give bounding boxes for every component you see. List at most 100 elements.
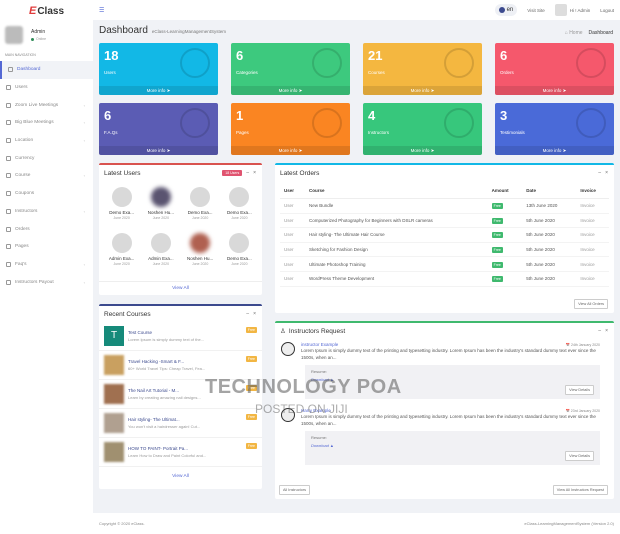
user-tile[interactable]: Noshen Hu... June 2020 bbox=[181, 231, 220, 277]
sidebar-item-instructors[interactable]: Instructors ‹ bbox=[0, 203, 93, 221]
order-user[interactable]: User bbox=[280, 227, 305, 243]
stat-value: 6 bbox=[236, 48, 244, 63]
course-item[interactable]: T Test Course Lorem Ipsum is simply dummy … bbox=[99, 322, 262, 351]
order-date: 5th June 2020 bbox=[522, 213, 577, 229]
more-info-link[interactable]: More info ➤ bbox=[363, 86, 482, 95]
sidebar-item-faq-s[interactable]: Faq's ‹ bbox=[0, 256, 93, 274]
course-title[interactable]: HOW TO PAINT- Portrait Pa... bbox=[128, 446, 189, 451]
invoice-link[interactable]: Invoice bbox=[576, 198, 609, 214]
menu-toggle-icon[interactable]: ☰ bbox=[99, 7, 105, 14]
stat-card-categories: 6 Categories More info ➤ bbox=[231, 43, 350, 95]
logo[interactable]: E Class bbox=[0, 0, 93, 22]
more-info-label: More info bbox=[278, 148, 298, 153]
instructor-name[interactable]: Harry Example bbox=[301, 408, 331, 413]
dashboard-icon bbox=[8, 67, 13, 73]
price-badge: Free bbox=[245, 327, 257, 333]
course-item[interactable]: HOW TO PAINT- Portrait Pa... Learn How to… bbox=[99, 438, 262, 467]
view-all-orders-button[interactable]: View All Orders bbox=[574, 299, 608, 309]
sidebar-item-coupons[interactable]: Coupons bbox=[0, 185, 93, 203]
sidebar-item-orders[interactable]: Orders bbox=[0, 220, 93, 238]
invoice-link[interactable]: Invoice bbox=[576, 242, 609, 258]
user-tile[interactable]: Noshen Hu... June 2020 bbox=[141, 185, 180, 231]
breadcrumb-home[interactable]: Home bbox=[569, 30, 583, 36]
collapse-icon[interactable]: – bbox=[598, 170, 602, 176]
order-user[interactable]: User bbox=[280, 213, 305, 229]
course-description: Learn How to Draw and Paint Colorful and… bbox=[128, 453, 207, 458]
order-user[interactable]: User bbox=[280, 198, 305, 214]
close-icon[interactable]: × bbox=[605, 328, 608, 334]
sidebar: E Class Admin Online MAIN NAVIGATION Dash… bbox=[0, 0, 93, 534]
sidebar-item-dashboard[interactable]: Dashboard bbox=[0, 61, 93, 79]
collapse-icon[interactable]: – bbox=[246, 170, 250, 176]
sidebar-item-zoom-live-meetings[interactable]: Zoom Live Meetings ‹ bbox=[0, 96, 93, 114]
user-tile[interactable]: Admin Exa... June 2020 bbox=[102, 231, 141, 277]
collapse-icon[interactable]: – bbox=[598, 328, 602, 334]
view-details-button[interactable]: View Details bbox=[565, 385, 594, 395]
column-header: Date bbox=[522, 183, 577, 199]
user-tile[interactable]: Demo Exa... June 2020 bbox=[181, 185, 220, 231]
sidebar-item-currency[interactable]: Currency bbox=[0, 149, 93, 167]
invoice-link[interactable]: Invoice bbox=[576, 213, 609, 229]
view-all-instructor-requests-button[interactable]: View All Instructors Request bbox=[552, 485, 608, 495]
user-name: Demo Exa... bbox=[187, 210, 213, 215]
download-link[interactable]: Download ▲ bbox=[311, 377, 334, 382]
sidebar-item-location[interactable]: Location ‹ bbox=[0, 132, 93, 150]
course-item[interactable]: Hair styling- The Ultimat... You won't vi… bbox=[99, 409, 262, 438]
order-user[interactable]: User bbox=[280, 242, 305, 258]
user-tile[interactable]: Demo Exa... June 2020 bbox=[220, 231, 259, 277]
order-date: 5th June 2020 bbox=[522, 256, 577, 272]
sidebar-item-label: Faq's bbox=[15, 261, 27, 267]
watermark-sub: POSTED ON JIJI bbox=[255, 402, 348, 416]
order-amount: Free bbox=[487, 213, 523, 229]
stat-label: Categories bbox=[236, 70, 258, 75]
more-info-link[interactable]: More info ➤ bbox=[231, 86, 350, 95]
stat-label: F.A.Qs bbox=[104, 130, 118, 135]
course-title[interactable]: Hair styling- The Ultimat... bbox=[128, 417, 180, 422]
user-avatar bbox=[111, 187, 132, 207]
sidebar-item-course[interactable]: Course ‹ bbox=[0, 167, 93, 185]
all-instructors-button[interactable]: All Instructors bbox=[279, 485, 310, 495]
course-title[interactable]: Test Course bbox=[128, 330, 153, 335]
close-icon[interactable]: × bbox=[605, 170, 608, 176]
language-selector[interactable]: en bbox=[494, 4, 518, 16]
more-info-link[interactable]: More info ➤ bbox=[495, 86, 614, 95]
more-info-link[interactable]: More info ➤ bbox=[231, 146, 350, 155]
sidebar-item-instructors-payout[interactable]: Instructors Payout ‹ bbox=[0, 273, 93, 291]
sidebar-item-users[interactable]: Users bbox=[0, 79, 93, 97]
sidebar-item-label: Location bbox=[15, 138, 34, 144]
download-link[interactable]: Download ▲ bbox=[311, 443, 334, 448]
user-menu[interactable]: Hi ! Admin bbox=[554, 4, 590, 16]
user-tile[interactable]: Admin Exa... June 2020 bbox=[141, 231, 180, 277]
invoice-link[interactable]: Invoice bbox=[576, 227, 609, 243]
close-icon[interactable]: × bbox=[253, 170, 256, 176]
sidebar-item-big-blue-meetings[interactable]: Big Blue Meetings ‹ bbox=[0, 114, 93, 132]
more-info-link[interactable]: More info ➤ bbox=[99, 86, 218, 95]
course-title[interactable]: Travel Hacking -Smart & F... bbox=[128, 359, 185, 364]
more-info-link[interactable]: More info ➤ bbox=[363, 146, 482, 155]
invoice-link[interactable]: Invoice bbox=[576, 256, 609, 272]
chevron-left-icon: ‹ bbox=[83, 102, 85, 108]
close-icon[interactable]: × bbox=[253, 311, 256, 317]
view-all-users-link[interactable]: View All bbox=[99, 281, 262, 295]
instructor-name[interactable]: instructor Example bbox=[301, 342, 339, 347]
stat-card-users: 18 Users More info ➤ bbox=[99, 43, 218, 95]
user-tile[interactable]: Demo Exa... June 2020 bbox=[102, 185, 141, 231]
user-name: Demo Exa... bbox=[226, 210, 252, 215]
history-icon bbox=[6, 226, 11, 232]
course-item[interactable]: Travel Hacking -Smart & F... 60+ World Tr… bbox=[99, 351, 262, 380]
order-user[interactable]: User bbox=[280, 271, 305, 287]
view-all-courses-link[interactable]: View All bbox=[172, 474, 189, 479]
invoice-link[interactable]: Invoice bbox=[576, 271, 609, 287]
more-info-link[interactable]: More info ➤ bbox=[99, 146, 218, 155]
course-item[interactable]: The Nail Art Tutorial - M... Learn by cre… bbox=[99, 380, 262, 409]
view-details-button[interactable]: View Details bbox=[565, 451, 594, 461]
logout-link[interactable]: Logout bbox=[600, 7, 614, 13]
user-tile[interactable]: Demo Exa... June 2020 bbox=[220, 185, 259, 231]
column-header: Amount bbox=[487, 183, 523, 199]
visit-site-link[interactable]: Visit Site bbox=[527, 7, 545, 13]
collapse-icon[interactable]: – bbox=[246, 311, 250, 317]
course-title[interactable]: The Nail Art Tutorial - M... bbox=[128, 388, 180, 393]
order-user[interactable]: User bbox=[280, 256, 305, 272]
sidebar-item-pages[interactable]: Pages bbox=[0, 238, 93, 256]
more-info-link[interactable]: More info ➤ bbox=[495, 146, 614, 155]
